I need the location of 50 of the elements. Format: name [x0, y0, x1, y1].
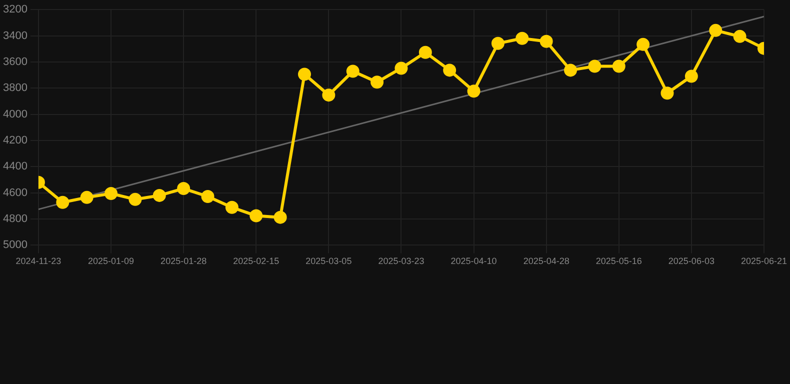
y-tick-label: 3600 [2, 56, 28, 68]
point [684, 70, 698, 83]
point [225, 200, 238, 214]
point [298, 68, 311, 81]
point [636, 38, 650, 51]
x-tick-label: 2025-02-15 [233, 256, 280, 266]
point [128, 192, 142, 206]
x-tick-label: 2025-04-10 [450, 256, 497, 266]
point [250, 209, 263, 222]
point [322, 88, 336, 102]
point [733, 30, 746, 43]
point [540, 34, 553, 48]
point [80, 190, 94, 204]
y-tick-label: 3800 [2, 82, 28, 94]
y-tick-label: 4200 [2, 134, 28, 147]
point [588, 60, 602, 73]
x-tick-label: 2025-03-23 [378, 256, 424, 266]
x-tick-label: 2025-04-28 [523, 256, 570, 266]
point [467, 84, 480, 98]
y-tick-label: 4400 [2, 160, 28, 173]
point [394, 62, 408, 75]
point [612, 60, 626, 73]
point [370, 76, 384, 89]
y-tick-label: 4000 [2, 108, 28, 120]
x-tick-label: 2025-01-09 [88, 256, 134, 266]
point [564, 64, 578, 77]
point [104, 187, 118, 200]
point [443, 64, 456, 77]
x-tick-label: 2025-05-16 [596, 256, 642, 266]
y-tick-label: 4800 [2, 213, 28, 226]
point [177, 182, 190, 196]
point [418, 46, 432, 59]
x-tick-label: 2025-06-21 [740, 256, 788, 266]
point [709, 24, 722, 37]
y-tick-label: 3400 [2, 30, 28, 42]
point [201, 190, 214, 204]
point [660, 86, 674, 100]
y-tick-label: 3200 [2, 4, 28, 16]
x-tick-label: 2025-01-28 [160, 256, 207, 266]
y-tick-label: 4600 [2, 186, 28, 199]
point [56, 196, 70, 209]
point [516, 32, 529, 45]
y-tick-label: 5000 [2, 239, 28, 252]
point [346, 64, 360, 78]
point [274, 210, 287, 224]
x-tick-label: 2025-06-03 [668, 256, 714, 266]
x-tick-label: 2024-11-23 [16, 256, 62, 266]
x-tick-label: 2025-03-05 [306, 256, 352, 266]
point [152, 188, 166, 202]
point [491, 36, 504, 50]
